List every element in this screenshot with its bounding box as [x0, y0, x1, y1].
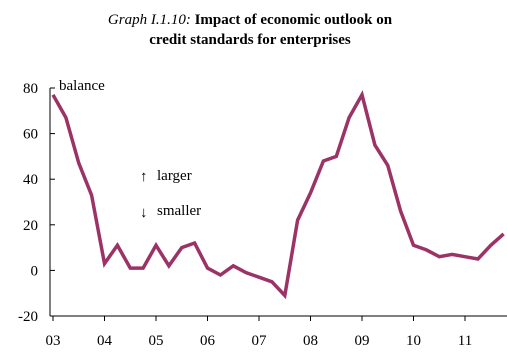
- arrow-down-icon: ↓: [140, 205, 148, 221]
- y-tick-label: 40: [23, 172, 38, 188]
- annotation-larger: larger: [157, 168, 192, 184]
- x-tick-label: 09: [355, 333, 370, 349]
- x-tick-label: 06: [200, 333, 216, 349]
- y-tick-label: 80: [23, 81, 38, 97]
- x-tick-label: 11: [458, 333, 472, 349]
- annotation-smaller: smaller: [157, 203, 201, 219]
- chart-title-bold: Impact of economic outlook on: [194, 12, 393, 28]
- x-tick-label: 07: [252, 333, 268, 349]
- y-tick-label: -20: [18, 309, 38, 325]
- chart-title-line2: credit standards for enterprises: [149, 32, 351, 48]
- x-tick-label: 04: [97, 333, 113, 349]
- y-tick-label: 20: [23, 218, 38, 234]
- x-tick-label: 03: [46, 333, 61, 349]
- x-tick-label: 08: [303, 333, 318, 349]
- x-tick-label: 05: [149, 333, 164, 349]
- arrow-up-icon: ↑: [140, 169, 148, 185]
- series-line: [51, 90, 505, 300]
- y-tick-label: 0: [31, 263, 39, 279]
- chart-title-line1: Graph I.1.10: Impact of economic outlook…: [90, 10, 410, 30]
- chart-title-italic: Graph I.1.10:: [107, 12, 191, 28]
- y-axis-label: balance: [59, 78, 105, 94]
- x-tick-label: 10: [406, 333, 421, 349]
- y-tick-label: 60: [23, 127, 38, 143]
